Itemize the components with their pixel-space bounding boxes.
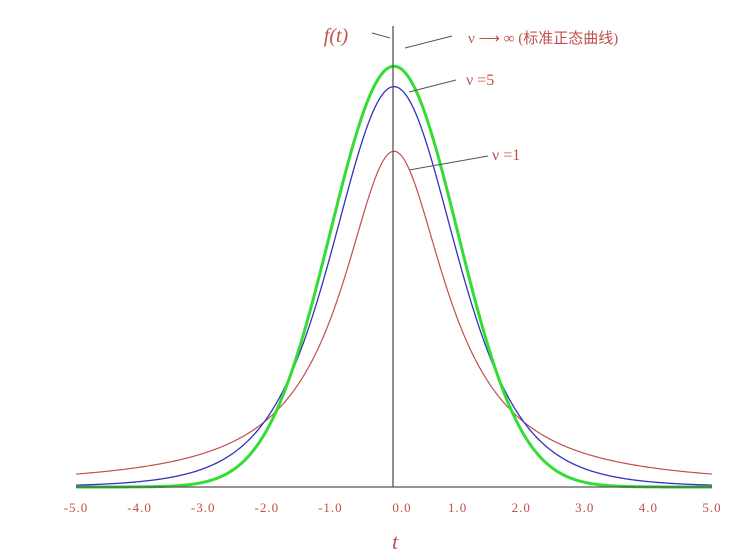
x-tick-label: 2.0 [512, 500, 531, 515]
series-line-normal [76, 64, 712, 489]
x-tick-label: -3.0 [191, 500, 216, 515]
x-tick-label: 4.0 [639, 500, 658, 515]
annotation-normal: ν ⟶ ∞ (标准正态曲线) [468, 30, 618, 47]
annotation-v1: ν =1 [492, 147, 520, 164]
annotation-leader-v5 [408, 79, 457, 93]
x-tick-label: 1.0 [448, 500, 467, 515]
y-axis-label-leader [371, 32, 391, 39]
curves-layer [75, 64, 713, 489]
x-tick-label: 3.0 [575, 500, 594, 515]
x-tick-label: -1.0 [318, 500, 343, 515]
y-axis-label: f(t) [324, 25, 349, 47]
x-tick-label: 5.0 [702, 500, 721, 515]
annotation-leader-v1 [408, 155, 489, 171]
series-line-v5 [75, 85, 713, 486]
x-axis-label: t [392, 529, 399, 554]
x-tick-label: 0.0 [392, 500, 411, 515]
annotation-v5: ν =5 [466, 72, 494, 89]
annotation-leader-normal [404, 35, 453, 49]
x-tick-label: -4.0 [127, 500, 152, 515]
x-tick-label: -5.0 [64, 500, 89, 515]
series-line-v1 [75, 150, 713, 475]
x-tick-labels: -5.0 -4.0 -3.0 -2.0 -1.0 0.0 1.0 2.0 3.0 4.0 5.0 [64, 500, 721, 515]
x-tick-label: -2.0 [255, 500, 280, 515]
